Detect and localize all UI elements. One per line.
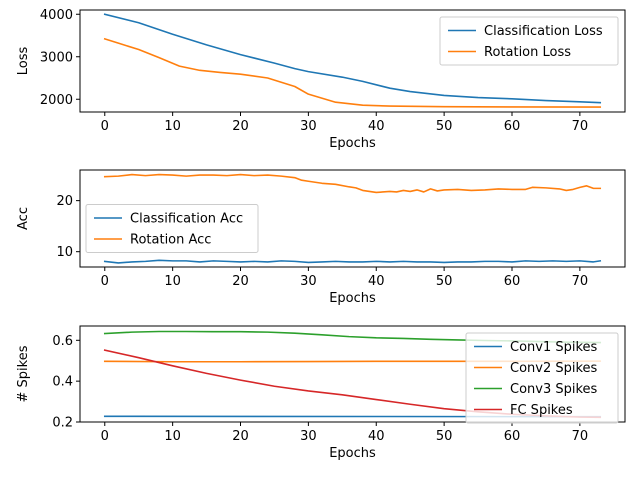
legend-box — [465, 332, 619, 424]
x-tick-label: 0 — [101, 429, 109, 444]
x-axis-label: Epochs — [329, 291, 376, 306]
x-tick-label: 50 — [436, 119, 453, 134]
legend: Classification Loss Rotation Loss — [439, 16, 619, 66]
legend-label: FC Spikes — [510, 403, 573, 418]
legend-label: Rotation Acc — [130, 233, 211, 248]
x-tick-label: 70 — [572, 119, 589, 134]
y-tick-label: 10 — [56, 245, 73, 260]
legend-label: Conv1 Spikes — [510, 340, 598, 355]
y-tick-label: 2000 — [40, 93, 73, 108]
plot-frame — [79, 325, 626, 423]
y-tick-label: 4000 — [40, 8, 73, 23]
x-tick-label: 10 — [164, 274, 181, 289]
x-tick-label: 10 — [164, 429, 181, 444]
x-axis-label: Epochs — [329, 446, 376, 461]
x-axis-label: Epochs — [329, 136, 376, 151]
x-tick-label: 20 — [232, 119, 249, 134]
y-axis-label: Loss — [16, 47, 31, 76]
x-tick-label: 70 — [572, 274, 589, 289]
series-line-classification-acc — [103, 259, 602, 264]
legend-box — [439, 16, 619, 66]
y-tick-label: 3000 — [40, 50, 73, 65]
x-tick-label: 0 — [101, 274, 109, 289]
y-tick-label: 0.4 — [52, 375, 73, 390]
x-tick-label: 0 — [101, 119, 109, 134]
x-tick-label: 40 — [368, 274, 385, 289]
x-tick-label: 70 — [572, 429, 589, 444]
chart-panel-2: 0 10 20 30 40 50 60 70 10 20 Epochs Acc Classificati… — [16, 169, 626, 306]
x-tick-label: 50 — [436, 429, 453, 444]
x-tick-label: 60 — [504, 274, 521, 289]
plot-frame — [79, 9, 626, 113]
x-tick-label: 20 — [232, 274, 249, 289]
x-tick-label: 30 — [300, 274, 317, 289]
series-line-rotation-acc — [103, 173, 602, 194]
x-tick-label: 40 — [368, 429, 385, 444]
legend-label: Rotation Loss — [484, 45, 571, 60]
x-tick-label: 60 — [504, 119, 521, 134]
chart-panel-1: 0 10 20 30 40 50 60 70 2000 3000 4000 Epochs Loss Cla… — [16, 8, 626, 151]
x-tick-label: 30 — [300, 429, 317, 444]
y-axis-label: # Spikes — [16, 345, 31, 402]
legend-label: Conv3 Spikes — [510, 382, 598, 397]
chart-panel-3: 0 10 20 30 40 50 60 70 0.2 0.4 0.6 Epochs # Spikes Co… — [16, 325, 626, 461]
plot-frame — [79, 169, 626, 268]
x-tick-label: 50 — [436, 274, 453, 289]
legend-label: Conv2 Spikes — [510, 361, 598, 376]
x-tick-label: 20 — [232, 429, 249, 444]
series-line-classification-loss — [103, 13, 602, 104]
legend-label: Classification Acc — [130, 212, 243, 227]
y-tick-label: 0.2 — [52, 416, 73, 431]
y-axis-label: Acc — [16, 207, 31, 230]
x-tick-label: 40 — [368, 119, 385, 134]
legend-label: Classification Loss — [484, 24, 603, 39]
legend: Classification Acc Rotation Acc — [85, 204, 259, 253]
x-tick-label: 10 — [164, 119, 181, 134]
x-tick-label: 30 — [300, 119, 317, 134]
legend: Conv1 Spikes Conv2 Spikes Conv3 Spikes FC S… — [465, 332, 619, 424]
legend-box — [85, 204, 259, 253]
series-line-rotation-loss — [103, 37, 602, 108]
y-tick-label: 0.6 — [52, 334, 73, 349]
x-tick-label: 60 — [504, 429, 521, 444]
y-tick-label: 20 — [56, 194, 73, 209]
